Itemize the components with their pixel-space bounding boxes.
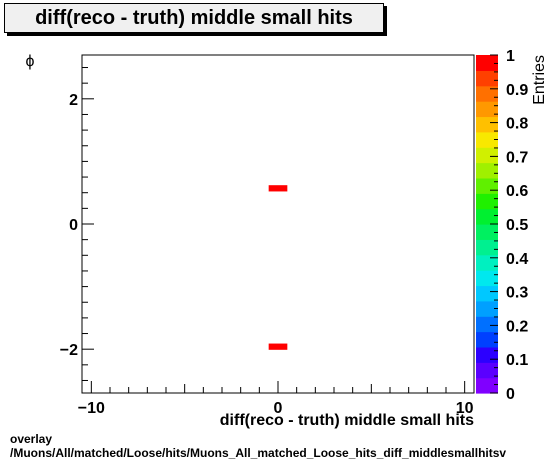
palette-segment [476, 270, 498, 287]
heatmap-cell [268, 185, 288, 192]
y-tick-label: 0 [69, 217, 78, 234]
y-axis-title: ϕ [26, 53, 35, 70]
palette-segment [476, 162, 498, 179]
heatmap-cells [268, 185, 288, 350]
palette-segment [476, 177, 498, 194]
palette-segment [476, 85, 498, 102]
palette-segment [476, 193, 498, 210]
z-tick-label: 0.6 [506, 183, 528, 200]
footer-line-1: overlay [10, 432, 53, 446]
z-axis: 0 0.1 0.2 0.3 0.4 0.5 0.6 0.7 0.8 0.9 1 [490, 48, 528, 403]
y-tick-label: −2 [60, 342, 78, 359]
x-tick-label: 0 [274, 400, 283, 417]
z-tick-label: 0.4 [506, 251, 528, 268]
z-tick-label: 0.8 [506, 116, 528, 133]
x-axis-title: diff(reco - truth) middle small hits [220, 412, 474, 429]
z-tick-label: 0.3 [506, 285, 528, 302]
heatmap-cell [268, 343, 288, 350]
palette-segment [476, 101, 498, 118]
palette-segment [476, 362, 498, 379]
y-axis: −2 0 2 [60, 67, 94, 381]
z-tick-label: 0.5 [506, 217, 528, 234]
palette-segment [476, 208, 498, 225]
footer-line-2: /Muons/All/matched/Loose/hits/Muons_All_… [10, 446, 507, 460]
palette-segment [476, 254, 498, 271]
palette-segment [476, 316, 498, 333]
palette-segment [476, 224, 498, 240]
palette-segment [476, 346, 498, 363]
x-tick-label: 10 [456, 400, 474, 417]
footer: overlay /Muons/All/matched/Loose/hits/Mu… [10, 432, 546, 460]
plot-frame [81, 54, 475, 394]
chart-title: diff(reco - truth) middle small hits [35, 6, 353, 29]
z-tick-label: 0.7 [506, 149, 528, 166]
z-tick-label: 0 [506, 386, 515, 403]
z-axis-title: Entries [531, 55, 546, 105]
title-box: diff(reco - truth) middle small hits [4, 3, 384, 33]
x-axis: −10 0 10 [78, 381, 474, 417]
palette-segment [476, 55, 498, 71]
z-tick-label: 1 [506, 48, 515, 65]
palette-segment [476, 116, 498, 133]
palette-segment [476, 300, 498, 317]
palette-segment [476, 285, 498, 302]
palette-segment [476, 331, 498, 348]
palette-segment [476, 147, 498, 164]
z-tick-label: 0.1 [506, 352, 528, 369]
x-tick-label: −10 [78, 400, 105, 417]
palette-segment [476, 377, 498, 394]
palette-segment [476, 131, 498, 148]
z-tick-label: 0.9 [506, 82, 528, 99]
y-tick-label: 2 [69, 92, 78, 109]
z-tick-label: 0.2 [506, 318, 528, 335]
palette-segment [476, 70, 498, 87]
palette-segment [476, 239, 498, 256]
